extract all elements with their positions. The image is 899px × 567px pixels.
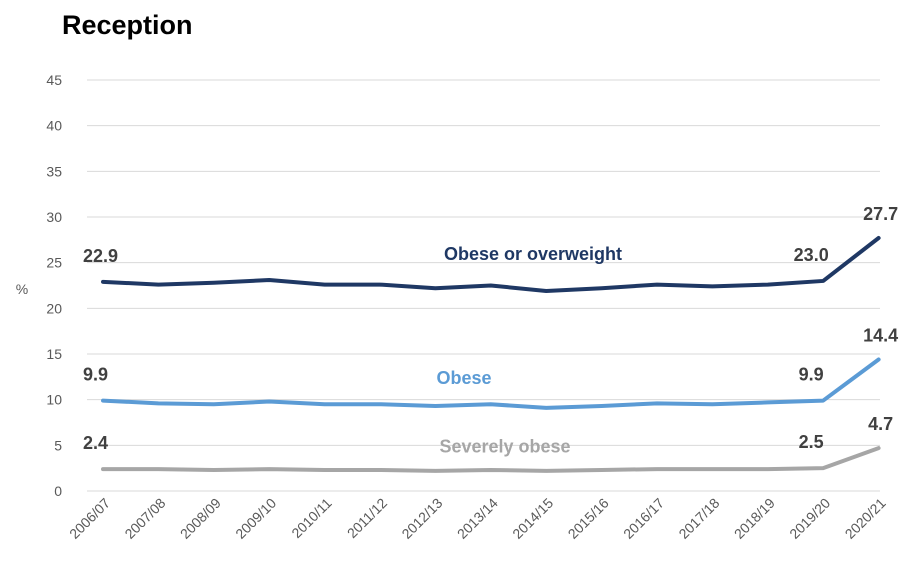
y-tick-label: 35 (46, 163, 62, 179)
y-tick-label: 15 (46, 346, 62, 362)
x-tick-label: 2012/13 (398, 495, 445, 542)
series-line (101, 446, 881, 473)
y-tick-label: 10 (46, 392, 62, 408)
data-label: 14.4 (863, 325, 898, 345)
series-line (101, 236, 881, 293)
x-tick-label: 2014/15 (509, 495, 556, 542)
x-tick-label: 2006/07 (66, 495, 113, 542)
series-line (101, 357, 881, 410)
data-label: 9.9 (83, 365, 108, 385)
x-tick-label: 2017/18 (675, 495, 722, 542)
y-tick-label: 30 (46, 209, 62, 225)
y-tick-label: 40 (46, 118, 62, 134)
y-tick-label: 5 (54, 437, 62, 453)
x-tick-label: 2015/16 (565, 495, 612, 542)
series-name-label: Obese (436, 368, 491, 388)
y-tick-label: 0 (54, 483, 62, 499)
y-tick-label: 20 (46, 300, 62, 316)
x-axis-ticks: 2006/07 2007/08 2008/09 2009/10 2010/11 2011/… (66, 495, 889, 542)
x-tick-label: 2008/09 (177, 495, 224, 542)
x-tick-label: 2013/14 (454, 495, 501, 542)
y-axis-ticks: 0 5 10 15 20 25 30 35 40 45 (46, 72, 62, 499)
y-tick-label: 45 (46, 72, 62, 88)
series-name-label: Severely obese (439, 437, 570, 457)
data-labels: 22.9 23.0 27.7 Obese or overweight 9.9 9.9 14.… (83, 204, 898, 457)
gridlines (87, 79, 880, 492)
y-axis-label: % (16, 281, 28, 297)
x-tick-label: 2007/08 (121, 495, 168, 542)
series-name-label: Obese or overweight (444, 244, 622, 264)
x-tick-label: 2011/12 (344, 495, 391, 542)
chart-title: Reception (62, 10, 193, 40)
x-tick-label: 2016/17 (620, 495, 667, 542)
data-label: 22.9 (83, 246, 118, 266)
x-tick-label: 2018/19 (731, 495, 778, 542)
y-tick-label: 25 (46, 255, 62, 271)
data-label: 9.9 (799, 365, 824, 385)
series-lines (101, 236, 881, 473)
data-label: 2.5 (799, 432, 824, 452)
data-label: 23.0 (794, 245, 829, 265)
x-tick-label: 2019/20 (786, 495, 833, 542)
data-label: 2.4 (83, 433, 108, 453)
data-label: 4.7 (868, 414, 893, 434)
x-tick-label: 2009/10 (232, 495, 279, 542)
x-tick-label: 2010/11 (288, 495, 335, 542)
data-label: 27.7 (863, 204, 898, 224)
x-tick-label: 2020/21 (842, 495, 889, 542)
